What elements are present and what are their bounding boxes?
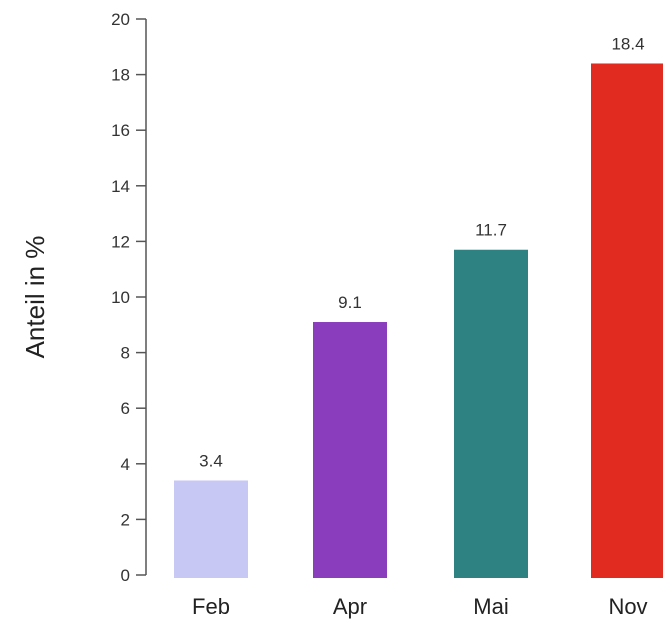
category-labels-group: Feb Apr Mai Nov [192, 594, 648, 619]
y-tick-label: 6 [121, 399, 130, 418]
x-category-label-mai: Mai [473, 594, 508, 619]
y-tick-label: 16 [111, 121, 130, 140]
y-tick-label: 14 [111, 177, 130, 196]
y-tick-label: 10 [111, 288, 130, 307]
bar-feb [174, 480, 248, 578]
x-category-label-nov: Nov [608, 594, 647, 619]
y-tick-label: 20 [111, 10, 130, 29]
data-labels-group: 3.4 9.1 11.7 18.4 [199, 34, 644, 470]
y-tick-label: 8 [121, 344, 130, 363]
y-tick-label: 18 [111, 66, 130, 85]
data-label-nov: 18.4 [611, 34, 644, 53]
y-tick-label: 0 [121, 566, 130, 585]
y-axis-title: Anteil in % [20, 236, 50, 359]
y-tick-label: 2 [121, 510, 130, 529]
y-tick-label: 4 [121, 455, 130, 474]
y-tick-label: 12 [111, 232, 130, 251]
bar-apr [313, 322, 387, 578]
x-category-label-feb: Feb [192, 594, 230, 619]
y-axis-ticks: 0 2 4 6 8 10 12 14 16 18 20 [111, 10, 146, 585]
bar-nov [591, 63, 663, 579]
data-label-apr: 9.1 [338, 293, 362, 312]
data-label-mai: 11.7 [475, 221, 507, 240]
x-category-label-apr: Apr [333, 594, 367, 619]
bar-mai [454, 249, 528, 579]
bars-group [174, 63, 663, 579]
data-label-feb: 3.4 [199, 451, 223, 470]
